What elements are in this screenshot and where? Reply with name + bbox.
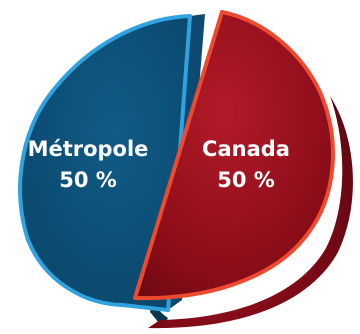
- slice-metropole-top: [18, 14, 192, 312]
- slice-label-metropole: Métropole: [28, 137, 149, 161]
- slice-canada: [133, 10, 353, 329]
- slice-value-metropole: 50 %: [59, 168, 117, 192]
- slice-label-canada: Canada: [202, 137, 290, 161]
- slice-value-canada: 50 %: [217, 168, 275, 192]
- slice-canada-top: [133, 10, 335, 301]
